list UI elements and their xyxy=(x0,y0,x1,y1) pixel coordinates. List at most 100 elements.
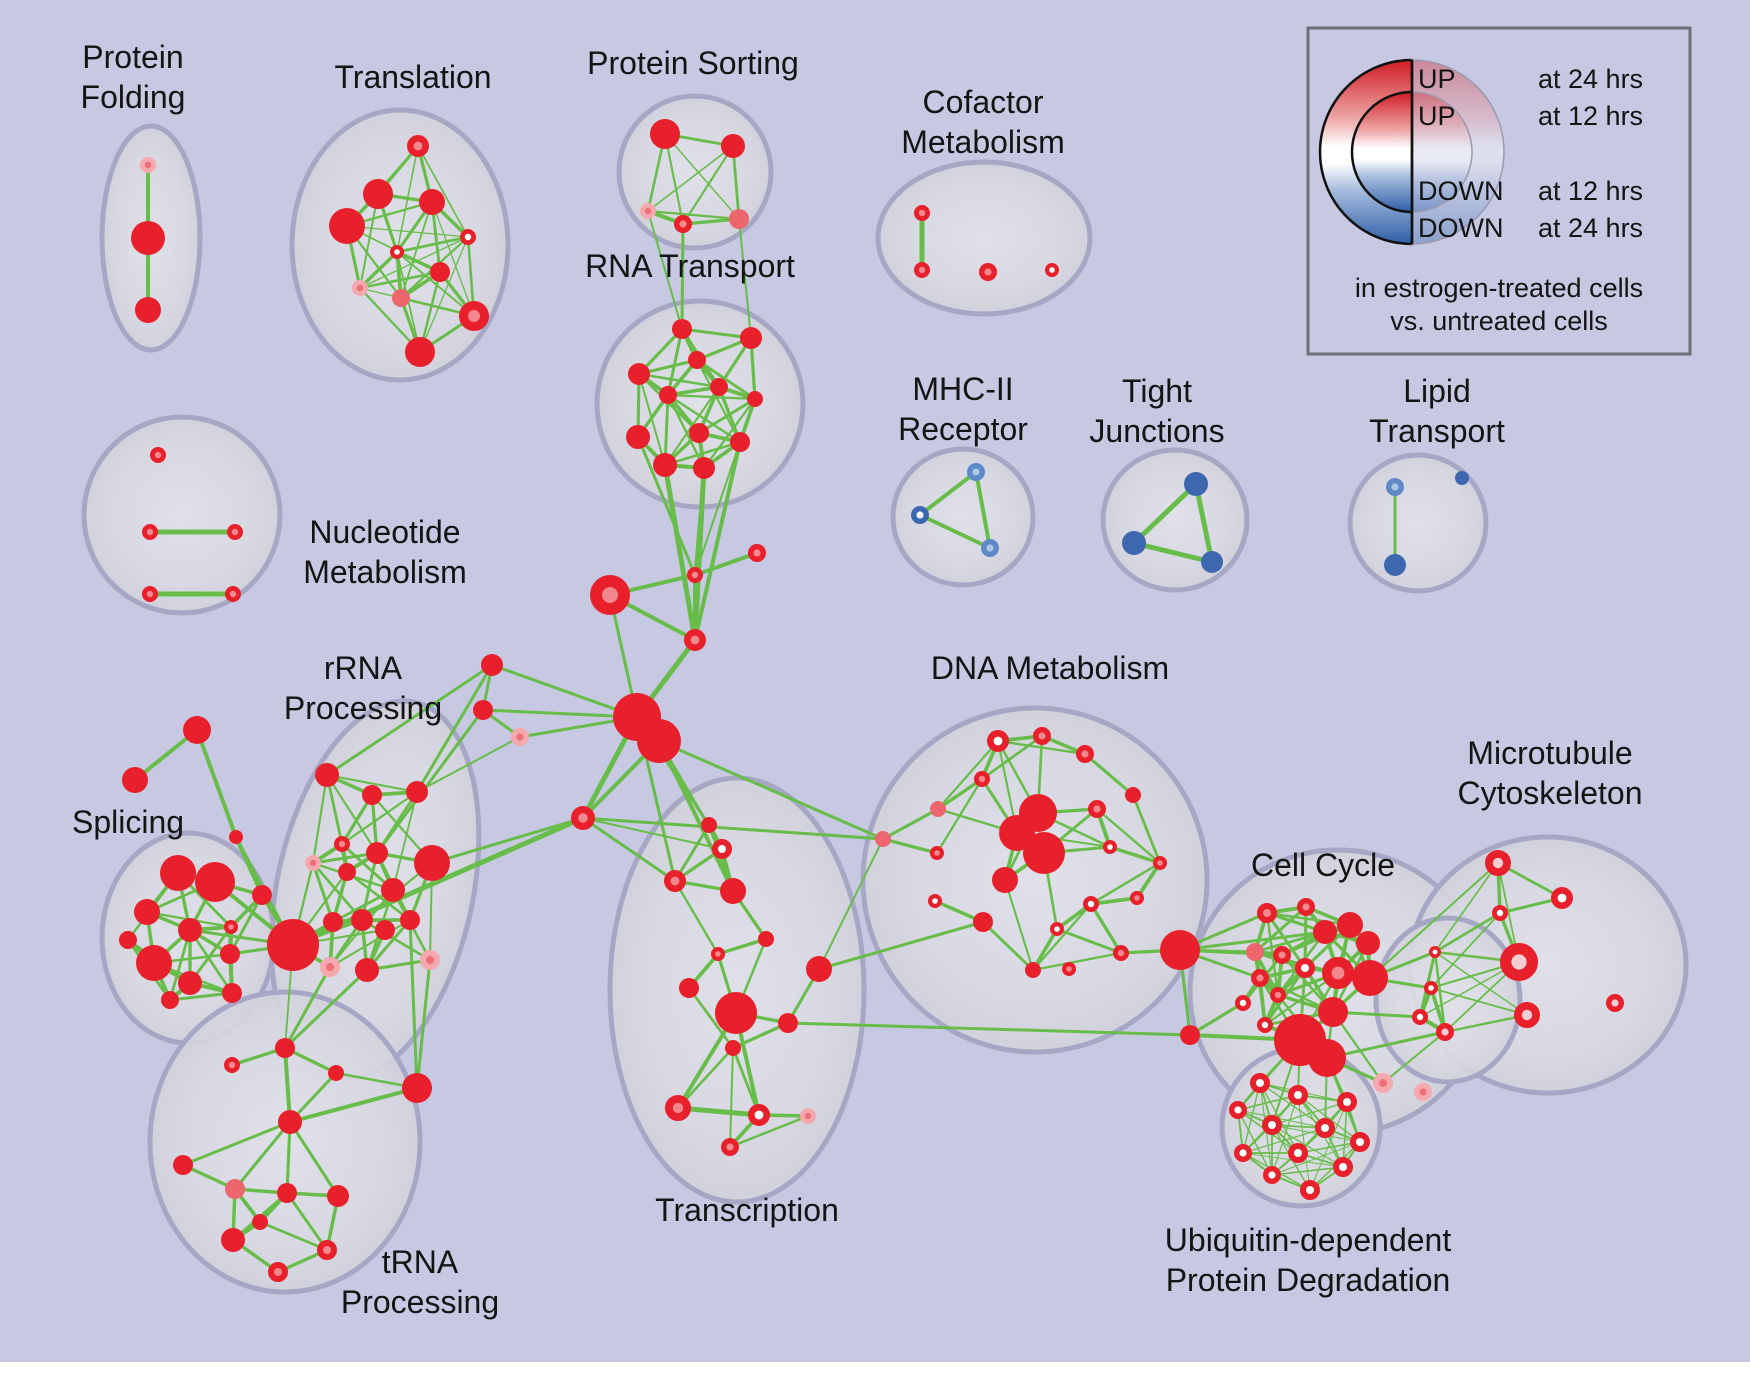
gene-node[interactable] xyxy=(131,221,165,255)
gene-node[interactable] xyxy=(1492,905,1509,922)
gene-node[interactable] xyxy=(136,945,172,981)
gene-node[interactable] xyxy=(663,869,686,892)
gene-node[interactable] xyxy=(333,836,350,853)
gene-node[interactable] xyxy=(747,391,763,407)
gene-node[interactable] xyxy=(252,1214,268,1230)
gene-node[interactable] xyxy=(712,839,732,859)
gene-node[interactable] xyxy=(914,261,931,278)
gene-node[interactable] xyxy=(222,983,242,1003)
gene-node[interactable] xyxy=(141,586,158,603)
gene-node[interactable] xyxy=(1228,1100,1247,1119)
gene-node[interactable] xyxy=(1152,855,1167,870)
gene-node[interactable] xyxy=(277,1183,297,1203)
gene-node[interactable] xyxy=(1075,745,1094,764)
gene-node[interactable] xyxy=(1605,994,1624,1013)
gene-node[interactable] xyxy=(640,202,657,219)
gene-node[interactable] xyxy=(974,771,991,788)
gene-node[interactable] xyxy=(1313,920,1337,944)
gene-node[interactable] xyxy=(1044,263,1059,278)
gene-node[interactable] xyxy=(375,920,395,940)
gene-node[interactable] xyxy=(1113,945,1130,962)
gene-node[interactable] xyxy=(653,453,677,477)
gene-node[interactable] xyxy=(674,214,693,233)
gene-node[interactable] xyxy=(1352,960,1388,996)
gene-node[interactable] xyxy=(1308,1039,1346,1077)
gene-node[interactable] xyxy=(679,978,699,998)
gene-node[interactable] xyxy=(139,156,156,173)
gene-node[interactable] xyxy=(710,378,728,396)
gene-node[interactable] xyxy=(1413,1082,1432,1101)
gene-node[interactable] xyxy=(122,767,148,793)
gene-node[interactable] xyxy=(160,855,196,891)
gene-node[interactable] xyxy=(701,817,717,833)
gene-node[interactable] xyxy=(178,918,202,942)
gene-node[interactable] xyxy=(747,1104,770,1127)
gene-node[interactable] xyxy=(226,524,243,541)
gene-node[interactable] xyxy=(1246,943,1264,961)
gene-node[interactable] xyxy=(481,654,503,676)
gene-node[interactable] xyxy=(323,912,343,932)
gene-node[interactable] xyxy=(1025,962,1041,978)
gene-node[interactable] xyxy=(1262,1165,1281,1184)
gene-node[interactable] xyxy=(999,815,1035,851)
gene-node[interactable] xyxy=(1087,800,1106,819)
gene-node[interactable] xyxy=(1455,471,1469,485)
gene-node[interactable] xyxy=(362,785,382,805)
gene-node[interactable] xyxy=(183,716,211,744)
gene-node[interactable] xyxy=(381,878,405,902)
gene-node[interactable] xyxy=(1272,946,1291,965)
gene-node[interactable] xyxy=(1023,832,1065,874)
gene-node[interactable] xyxy=(1049,921,1064,936)
gene-node[interactable] xyxy=(366,842,388,864)
gene-node[interactable] xyxy=(1201,551,1223,573)
gene-node[interactable] xyxy=(390,245,405,260)
gene-node[interactable] xyxy=(1300,1180,1320,1200)
gene-node[interactable] xyxy=(278,1110,302,1134)
gene-node[interactable] xyxy=(1125,787,1141,803)
gene-node[interactable] xyxy=(1333,1157,1353,1177)
gene-node[interactable] xyxy=(911,506,930,525)
gene-node[interactable] xyxy=(683,628,706,651)
gene-node[interactable] xyxy=(1322,956,1355,989)
gene-node[interactable] xyxy=(659,386,677,404)
gene-node[interactable] xyxy=(1429,945,1442,958)
gene-node[interactable] xyxy=(329,208,365,244)
gene-node[interactable] xyxy=(229,830,243,844)
gene-node[interactable] xyxy=(304,855,321,872)
gene-node[interactable] xyxy=(930,801,946,817)
gene-node[interactable] xyxy=(267,919,319,971)
gene-node[interactable] xyxy=(1412,1009,1429,1026)
gene-node[interactable] xyxy=(1337,1092,1357,1112)
gene-node[interactable] xyxy=(992,867,1018,893)
gene-node[interactable] xyxy=(173,1155,193,1175)
gene-node[interactable] xyxy=(981,539,1000,558)
gene-node[interactable] xyxy=(1233,1143,1252,1162)
gene-node[interactable] xyxy=(406,781,428,803)
gene-node[interactable] xyxy=(252,885,272,905)
gene-node[interactable] xyxy=(392,289,410,307)
gene-node[interactable] xyxy=(1384,554,1406,576)
gene-node[interactable] xyxy=(1250,969,1269,988)
gene-node[interactable] xyxy=(268,1262,288,1282)
gene-node[interactable] xyxy=(351,909,373,931)
gene-node[interactable] xyxy=(986,729,1009,752)
gene-node[interactable] xyxy=(430,262,450,282)
gene-node[interactable] xyxy=(875,831,891,847)
gene-node[interactable] xyxy=(220,944,240,964)
gene-node[interactable] xyxy=(689,423,709,443)
gene-node[interactable] xyxy=(590,575,630,615)
gene-node[interactable] xyxy=(315,763,339,787)
gene-node[interactable] xyxy=(1288,1143,1308,1163)
gene-node[interactable] xyxy=(1373,1073,1393,1093)
gene-node[interactable] xyxy=(929,845,944,860)
gene-node[interactable] xyxy=(758,931,774,947)
gene-node[interactable] xyxy=(979,263,998,282)
gene-node[interactable] xyxy=(715,992,757,1034)
gene-node[interactable] xyxy=(1318,997,1348,1027)
gene-node[interactable] xyxy=(665,1095,692,1122)
gene-node[interactable] xyxy=(637,719,681,763)
gene-node[interactable] xyxy=(149,446,166,463)
gene-node[interactable] xyxy=(355,958,379,982)
gene-node[interactable] xyxy=(1160,930,1200,970)
gene-node[interactable] xyxy=(720,878,746,904)
